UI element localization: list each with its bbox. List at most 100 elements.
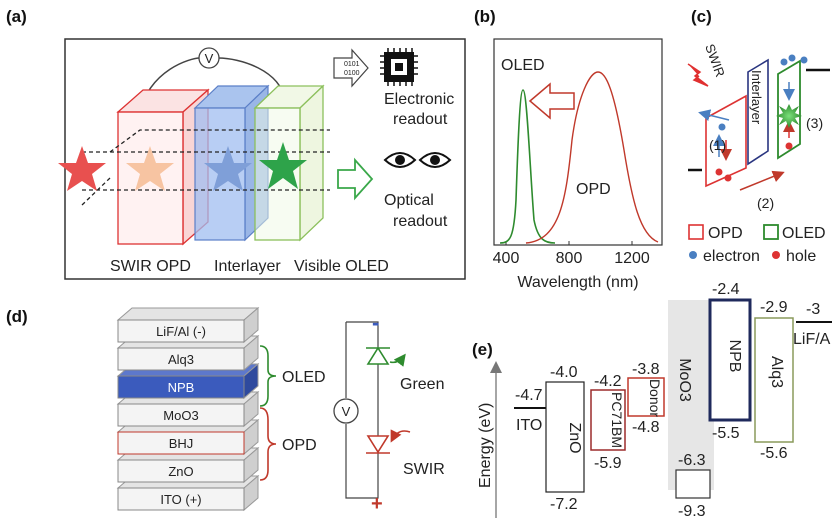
- legend-oled-swatch: [763, 224, 779, 240]
- stack-layer: [117, 459, 245, 483]
- label-swir-opd: SWIR OPD: [110, 258, 191, 275]
- electron-transfer-arrow: [698, 109, 730, 122]
- pcbm-top: -4.2: [594, 373, 622, 390]
- lif-name: LiF/A: [793, 331, 831, 348]
- electronic-readout-line2: readout: [393, 111, 448, 128]
- panel-label-e: (e): [472, 340, 493, 359]
- moo3-top: -6.3: [678, 452, 706, 469]
- stack-layer: [117, 375, 245, 399]
- lif-value: -3: [806, 301, 820, 318]
- oled-spectrum-line: [499, 89, 556, 244]
- oled-brace-label: OLED: [282, 369, 326, 386]
- swir-label-d: SWIR: [403, 461, 445, 478]
- npb-bottom: -5.5: [712, 425, 740, 442]
- npb-band: [708, 298, 752, 422]
- panel-label-a: (a): [6, 7, 27, 26]
- energy-axis-label: Energy (eV): [477, 403, 494, 488]
- zno-top: -4.0: [550, 364, 578, 381]
- opd-spectrum-line: [525, 71, 659, 244]
- optical-readout-line2: readout: [393, 213, 448, 230]
- hole-dot: [715, 168, 723, 176]
- pcbm-band: [590, 389, 626, 451]
- zno-bottom: -7.2: [550, 496, 578, 513]
- green-emission-arrow: [389, 353, 406, 367]
- moo3-name: MoO3: [676, 358, 693, 402]
- moo3-band: [675, 469, 711, 499]
- device-stack: ITO (+) ZnO BHJ MoO3 NPB Alq3 LiF/Al (-): [116, 306, 260, 512]
- ito-name: ITO: [516, 417, 542, 434]
- optical-readout-line1: Optical: [384, 192, 434, 209]
- legend-hole: hole: [786, 248, 816, 265]
- electron-dot: [788, 54, 796, 62]
- hole-transfer-arrow: [739, 170, 785, 191]
- circuit-wire: [345, 321, 379, 499]
- green-label: Green: [400, 376, 444, 393]
- stack-layer-label: ITO (+): [160, 492, 201, 507]
- oled-brace: [259, 345, 277, 407]
- stack-layer-label: ZnO: [168, 464, 193, 479]
- chip-icon: [380, 48, 418, 86]
- swir-input-arrow: [390, 429, 411, 443]
- swir-diode-icon: [366, 435, 390, 454]
- hole-dot: [724, 174, 732, 182]
- step-2-label: (2): [757, 195, 774, 211]
- visible-star-icon: [259, 142, 307, 189]
- voltmeter-icon: [198, 47, 220, 69]
- legend-electron-dot: [689, 251, 697, 259]
- interlayer-band-shape: [747, 58, 769, 166]
- light-path: [81, 129, 330, 206]
- opd-curve-label: OPD: [576, 181, 611, 198]
- pcbm-bottom: -5.9: [594, 455, 622, 472]
- stack-layer: [117, 431, 245, 455]
- moo3-column: [668, 300, 714, 490]
- alq3-band: [754, 317, 794, 443]
- conversion-arrow-icon: [528, 82, 575, 120]
- stack-layer-label: BHJ: [169, 436, 194, 451]
- stack-layer: [117, 487, 245, 511]
- panel-label-b: (b): [474, 7, 496, 26]
- oled-curve-label: OLED: [501, 57, 545, 74]
- donor-bottom: -4.8: [632, 419, 660, 436]
- stack-layer: [117, 347, 245, 371]
- green-diode-icon: [366, 346, 390, 365]
- opd-brace: [259, 407, 277, 481]
- interlayer-label-c: Interlayer: [749, 70, 764, 125]
- alq3-bottom: -5.6: [760, 445, 788, 462]
- xtick-1200: 1200: [614, 250, 650, 267]
- electron-dot: [800, 56, 808, 64]
- legend-opd: OPD: [708, 225, 743, 242]
- xtick-800: 800: [556, 250, 583, 267]
- pcbm-name: PC71BM: [609, 392, 625, 448]
- label-visible-oled: Visible OLED: [294, 258, 389, 275]
- alq3-name: Alq3: [768, 356, 785, 388]
- donor-top: -3.8: [632, 361, 660, 378]
- npb-top: -2.4: [712, 281, 740, 298]
- swir-star-icon: [58, 146, 106, 191]
- electronic-arrow-icon: [333, 48, 369, 88]
- binary-bottom: 0100: [344, 70, 360, 77]
- voltmeter-label-d: V: [342, 404, 351, 419]
- stack-layer-label: LiF/Al (-): [156, 324, 206, 339]
- panel-label-d: (d): [6, 307, 28, 326]
- donor-band: [627, 377, 665, 417]
- voltmeter-label-a: V: [205, 51, 214, 66]
- legend-hole-dot: [772, 251, 780, 259]
- stack-layer-label: NPB: [168, 380, 195, 395]
- moo3-bottom: -9.3: [678, 503, 706, 520]
- swir-bolt-icon: [687, 63, 709, 87]
- label-interlayer-a: Interlayer: [214, 258, 281, 275]
- stack-layer: [117, 403, 245, 427]
- step-1-label: (1): [709, 137, 726, 153]
- voltmeter-icon-d: [333, 398, 359, 424]
- spectrum-x-ticks: [505, 241, 633, 245]
- alq3-top: -2.9: [760, 299, 788, 316]
- xtick-400: 400: [493, 250, 520, 267]
- electron-dot: [718, 123, 726, 131]
- recombination-burst-icon: [776, 104, 802, 128]
- stack-layer-label: Alq3: [168, 352, 194, 367]
- stack-layer: [117, 319, 245, 343]
- zno-band: [545, 381, 585, 493]
- step-3-label: (3): [806, 115, 823, 131]
- eyes-icon: [383, 152, 452, 168]
